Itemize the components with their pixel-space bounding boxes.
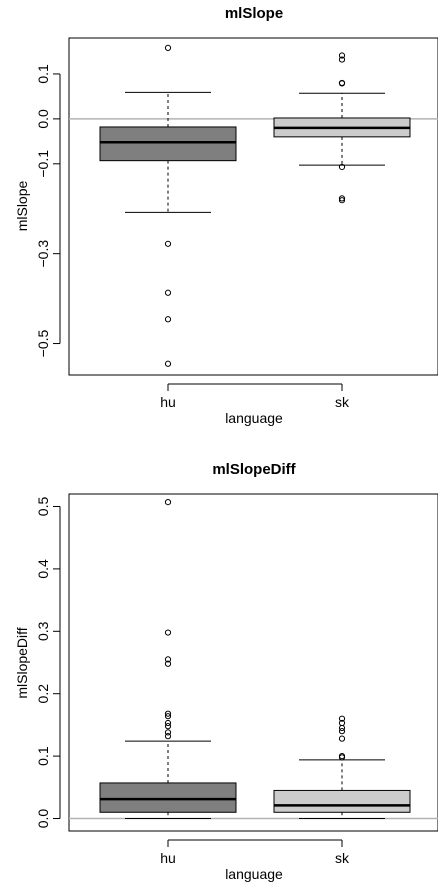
y-tick-label: 0.5 (35, 497, 51, 517)
outlier-point (338, 52, 346, 59)
box-sk (273, 52, 411, 204)
outlier-point (164, 44, 172, 51)
outlier-point (338, 56, 346, 63)
y-axis-label: mlSlopeDiff (14, 627, 30, 698)
outlier-point (164, 719, 172, 727)
outlier-point (338, 715, 346, 722)
outlier-point (164, 316, 172, 323)
x-axis-label: language (225, 410, 283, 426)
plot-frame (68, 37, 438, 376)
panel-mlslope: mlSlope −0.5−0.3−0.10.00.1 mlSlope hu sk … (14, 5, 438, 426)
x-tick-label: hu (160, 394, 176, 410)
plot-frame (68, 493, 438, 832)
y-tick-label: −0.5 (35, 330, 51, 358)
outlier-point (164, 289, 172, 296)
y-tick-label: 0.1 (35, 746, 51, 766)
outlier-point (338, 163, 346, 171)
box-iqr (99, 782, 237, 813)
outlier-point (164, 240, 172, 247)
outlier-point (164, 629, 172, 636)
x-axis-label: language (225, 866, 283, 882)
x-axis: hu sk (160, 383, 350, 410)
y-tick-label: 0.4 (35, 559, 51, 579)
outlier-point (164, 729, 172, 736)
box-iqr (99, 126, 237, 162)
outlier-point (338, 195, 346, 202)
x-tick-label: hu (160, 850, 176, 866)
y-tick-label: 0.1 (35, 64, 51, 84)
outlier-point (338, 754, 346, 761)
y-tick-label: −0.1 (35, 150, 51, 178)
plot-area (68, 493, 438, 832)
outlier-point (164, 723, 172, 730)
y-tick-label: 0.3 (35, 621, 51, 641)
outlier-point (164, 733, 172, 740)
y-tick-label: 0.0 (35, 809, 51, 829)
chart-title: mlSlopeDiff (212, 461, 296, 478)
y-axis-label: mlSlope (14, 181, 30, 232)
plot-area (68, 37, 438, 376)
outlier-point (164, 660, 172, 667)
outlier-point (164, 713, 172, 720)
panel-mlslopediff: mlSlopeDiff 0.0 0.1 0.2 0.3 0.4 0.5 mlSlopeDi… (14, 461, 438, 882)
box-sk (273, 715, 411, 820)
outlier-point (338, 735, 346, 742)
chart-title: mlSlope (225, 5, 283, 22)
box-hu (99, 499, 237, 820)
y-axis: 0.0 0.1 0.2 0.3 0.4 0.5 (35, 497, 61, 829)
y-axis: −0.5 −0.3 −0.1 0.0 0.1 (35, 64, 61, 358)
y-tick-label: 0.2 (35, 684, 51, 704)
outlier-point (338, 197, 346, 204)
y-tick-label: 0.0 (35, 109, 51, 129)
outlier-point (164, 656, 172, 663)
outlier-point (338, 728, 346, 735)
x-tick-label: sk (335, 850, 350, 866)
x-tick-label: sk (335, 394, 350, 410)
x-axis: hu sk (160, 839, 350, 866)
outlier-point (338, 80, 346, 87)
box-iqr (273, 789, 411, 813)
outlier-point (164, 710, 172, 717)
box-hu (99, 44, 237, 367)
y-tick-label: −0.3 (35, 240, 51, 268)
outlier-point (164, 499, 172, 506)
outlier-point (338, 724, 346, 732)
outlier-point (164, 360, 172, 367)
